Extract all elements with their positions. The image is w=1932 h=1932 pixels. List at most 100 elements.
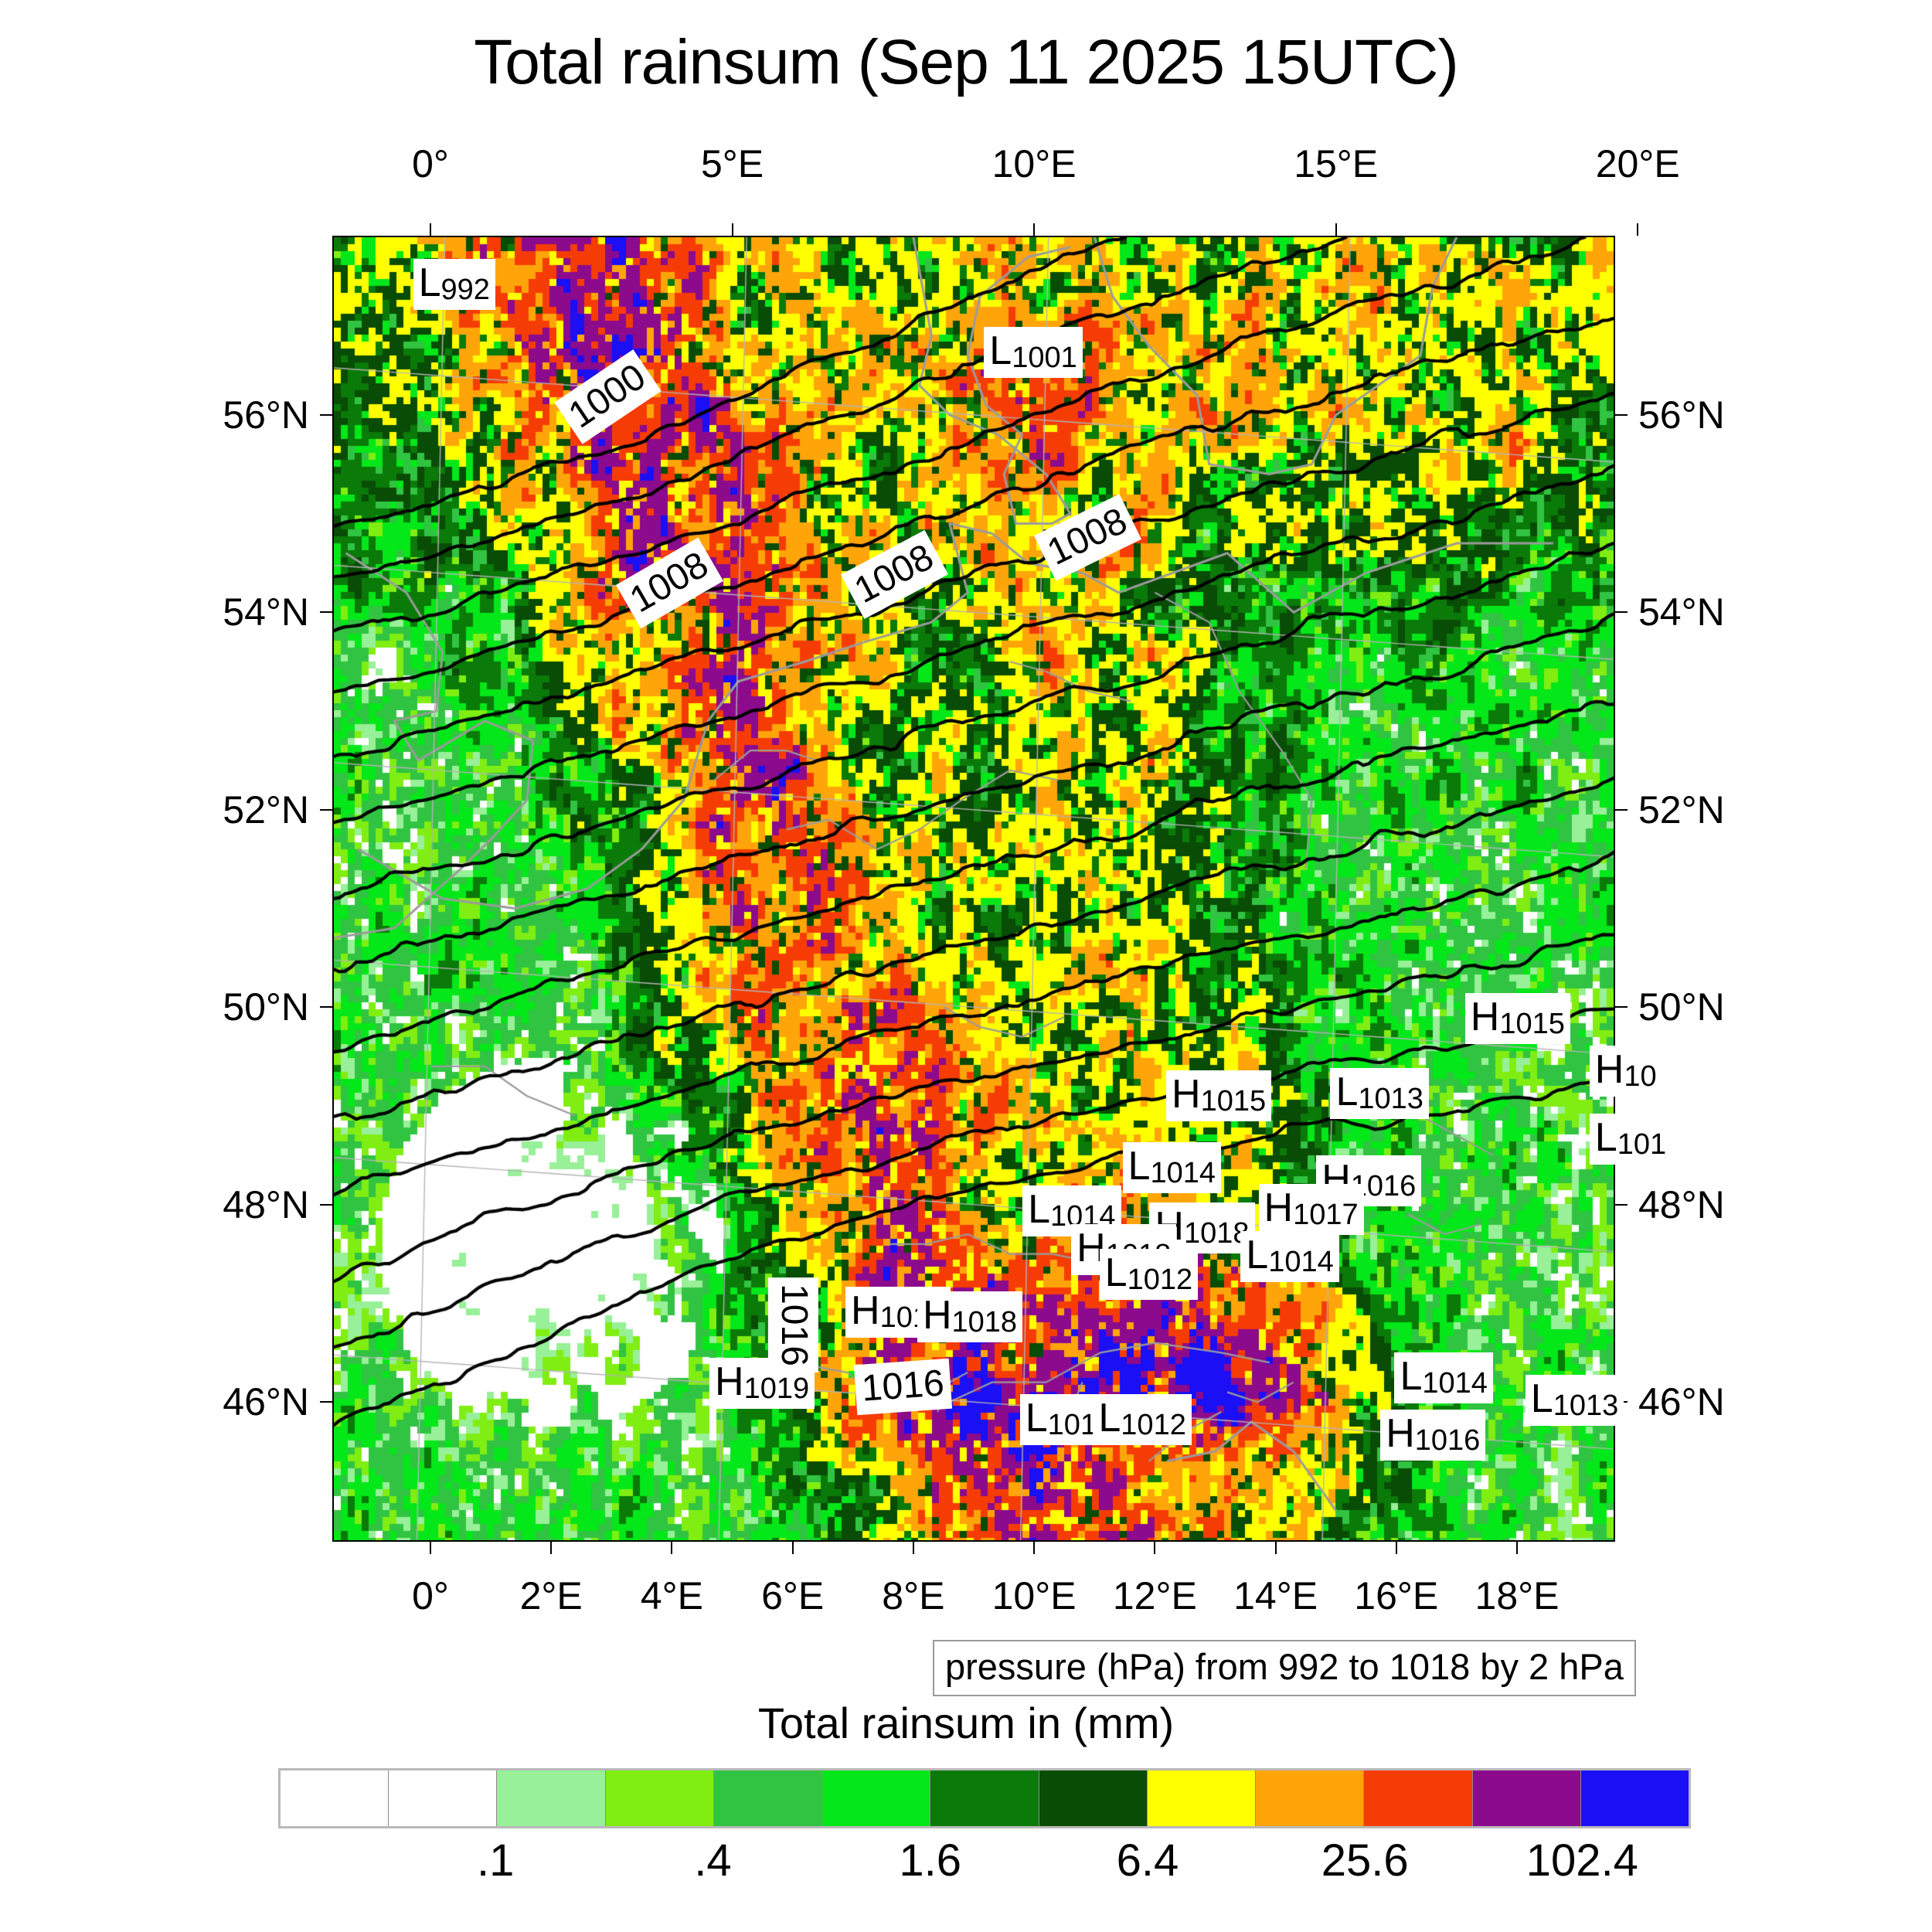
pressure-marker-type: H — [851, 1288, 880, 1334]
colorbar-tick-label-1: .4 — [694, 1835, 732, 1886]
colorbar-tick-label-5: 102.4 — [1526, 1835, 1638, 1886]
colorbar-segment-0[interactable] — [281, 1770, 389, 1826]
colorbar-segment-8[interactable] — [1146, 1770, 1256, 1826]
colorbar-tick-label-0: .1 — [477, 1835, 515, 1886]
lon-label-top-3: 15°E — [1294, 142, 1379, 185]
pressure-high-marker: H1019 — [709, 1357, 815, 1409]
colorbar-segment-7[interactable] — [1038, 1770, 1147, 1826]
pressure-marker-value: 1018 — [1183, 1216, 1250, 1250]
lon-tick-top-2 — [1033, 223, 1036, 236]
lon-label-top-4: 20°E — [1595, 142, 1680, 185]
pressure-marker-type: L — [1025, 1396, 1048, 1441]
lat-label-left-1: 54°N — [223, 590, 309, 634]
lat-tick-left-1 — [320, 611, 332, 614]
lat-label-right-0: 56°N — [1638, 393, 1725, 437]
pressure-marker-value: 10 — [1624, 1060, 1657, 1093]
lon-label-bottom-2: 4°E — [640, 1574, 703, 1617]
pressure-legend: pressure (hPa) from 992 to 1018 by 2 hPa — [933, 1640, 1636, 1696]
pressure-marker-type: H — [1264, 1185, 1294, 1230]
lon-tick-bottom-7 — [1274, 1542, 1277, 1554]
colorbar-tick-label-2: 1.6 — [899, 1835, 962, 1886]
pressure-marker-type: L — [1594, 1114, 1617, 1160]
pressure-marker-value: 1012 — [1121, 1409, 1186, 1442]
pressure-low-marker: L992 — [413, 259, 495, 311]
lat-label-right-4: 48°N — [1638, 1182, 1725, 1226]
colorbar-segment-10[interactable] — [1363, 1770, 1472, 1826]
pressure-low-marker: L1012 — [1093, 1394, 1192, 1446]
pressure-high-marker: H1015 — [1166, 1070, 1272, 1121]
pressure-low-marker: L1014 — [1240, 1230, 1339, 1282]
precipitation-map[interactable] — [332, 236, 1615, 1542]
lat-tick-left-3 — [320, 1006, 332, 1009]
lat-label-right-2: 52°N — [1638, 787, 1725, 832]
pressure-marker-value: 1013 — [1553, 1389, 1619, 1422]
lon-tick-bottom-6 — [1154, 1542, 1156, 1554]
lat-label-left-5: 46°N — [223, 1380, 309, 1424]
colorbar-segment-5[interactable] — [821, 1770, 930, 1826]
lat-tick-right-4 — [1615, 1203, 1628, 1206]
lon-label-bottom-6: 12°E — [1112, 1574, 1197, 1617]
colorbar-segment-12[interactable] — [1580, 1770, 1689, 1826]
pressure-marker-value: 1015 — [1200, 1084, 1267, 1117]
pressure-marker-type: L — [989, 328, 1012, 374]
colorbar[interactable] — [278, 1768, 1691, 1828]
lat-tick-right-3 — [1615, 1006, 1628, 1009]
pressure-low-marker: L1014 — [1122, 1141, 1222, 1193]
pressure-marker-type: L — [1246, 1232, 1269, 1277]
lon-tick-bottom-4 — [912, 1542, 914, 1554]
pressure-marker-type: L — [1335, 1069, 1359, 1114]
lat-tick-left-2 — [320, 808, 332, 811]
pressure-marker-value: 1015 — [1499, 1008, 1565, 1041]
pressure-low-marker: L1014 — [1394, 1352, 1493, 1403]
lon-tick-top-4 — [1637, 223, 1639, 236]
colorbar-title: Total rainsum in (mm) — [757, 1699, 1175, 1747]
lat-tick-right-0 — [1615, 413, 1628, 416]
lon-tick-top-1 — [731, 223, 733, 236]
lon-tick-bottom-8 — [1395, 1542, 1397, 1554]
lat-tick-right-2 — [1615, 808, 1628, 811]
pressure-marker-type: H — [1470, 995, 1500, 1040]
colorbar-segment-3[interactable] — [604, 1770, 713, 1826]
lon-label-top-1: 5°E — [700, 142, 764, 185]
isobar-label: 1016 — [767, 1277, 818, 1373]
page-title: Total rainsum (Sep 11 2025 15UTC) — [474, 27, 1459, 97]
lat-label-left-3: 50°N — [223, 985, 309, 1029]
pressure-high-marker: H1015 — [1464, 993, 1570, 1045]
colorbar-tick-label-4: 25.6 — [1321, 1835, 1409, 1886]
colorbar-segment-11[interactable] — [1471, 1770, 1580, 1826]
colorbar-segment-6[interactable] — [930, 1770, 1039, 1826]
lat-label-left-4: 48°N — [223, 1182, 309, 1226]
pressure-marker-type: L — [1530, 1376, 1553, 1421]
pressure-high-marker: H1018 — [917, 1291, 1023, 1342]
pressure-marker-value: 1014 — [1150, 1156, 1216, 1189]
pressure-high-marker: H1017 — [1258, 1183, 1364, 1235]
lon-label-bottom-3: 6°E — [761, 1574, 825, 1617]
lon-tick-bottom-2 — [671, 1542, 673, 1554]
pressure-marker-type: H — [922, 1292, 952, 1338]
lon-label-bottom-9: 18°E — [1475, 1574, 1560, 1617]
lat-label-right-1: 54°N — [1638, 590, 1725, 634]
pressure-marker-type: L — [1098, 1396, 1121, 1441]
pressure-marker-value: 1018 — [951, 1305, 1018, 1338]
pressure-marker-type: L — [1028, 1186, 1050, 1232]
lat-tick-left-0 — [320, 413, 332, 416]
colorbar-segment-1[interactable] — [388, 1770, 497, 1826]
lon-label-bottom-8: 16°E — [1354, 1574, 1439, 1617]
lon-label-bottom-7: 14°E — [1233, 1574, 1318, 1617]
pressure-low-marker: L101 — [1589, 1113, 1672, 1165]
lon-label-top-2: 10°E — [992, 142, 1077, 185]
colorbar-segment-9[interactable] — [1255, 1770, 1364, 1826]
lat-label-right-5: 46°N — [1638, 1380, 1725, 1424]
colorbar-segment-2[interactable] — [496, 1770, 605, 1826]
colorbar-segment-4[interactable] — [713, 1770, 822, 1826]
lat-tick-left-5 — [320, 1401, 332, 1403]
pressure-high-marker: H1017 — [845, 1287, 951, 1338]
pressure-marker-value: 101 — [1617, 1128, 1667, 1161]
pressure-marker-value: 1013 — [1358, 1082, 1423, 1115]
pressure-marker-value: 1014 — [1422, 1366, 1488, 1400]
lat-label-left-0: 56°N — [223, 393, 309, 437]
pressure-marker-type: H — [1172, 1071, 1201, 1117]
lon-tick-top-0 — [429, 223, 431, 236]
lat-label-left-2: 52°N — [223, 787, 309, 832]
pressure-marker-type: H — [715, 1359, 744, 1404]
